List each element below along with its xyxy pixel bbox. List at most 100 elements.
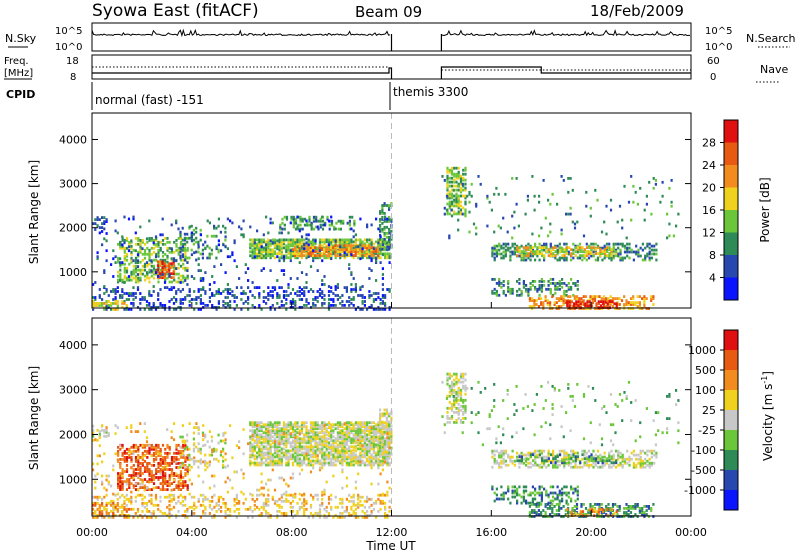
power-cell: [516, 246, 519, 249]
power-cell: [540, 226, 543, 230]
power-cell: [170, 248, 174, 252]
velocity-cell: [190, 495, 193, 499]
power-cell: [457, 204, 460, 208]
power-cell: [130, 294, 133, 297]
power-cell: [306, 223, 309, 227]
velocity-cell: [166, 454, 169, 457]
power-cell: [282, 240, 286, 244]
power-cell: [652, 297, 655, 300]
power-cell: [312, 238, 315, 242]
velocity-cell: [256, 463, 259, 467]
velocity-cell: [357, 423, 360, 427]
power-cell: [343, 244, 346, 248]
velocity-cell: [170, 482, 174, 485]
velocity-cell: [343, 443, 346, 447]
power-cell: [179, 264, 183, 268]
velocity-cell: [182, 480, 185, 483]
velocity-cell: [370, 453, 373, 457]
power-cell: [531, 254, 534, 258]
power-cell: [493, 256, 496, 260]
power-cell: [305, 254, 308, 258]
power-cell: [459, 210, 463, 214]
power-cell: [121, 302, 124, 305]
power-cell: [627, 303, 630, 306]
velocity-cell: [361, 453, 364, 457]
velocity-cell: [343, 451, 346, 455]
power-cell: [572, 242, 575, 246]
power-cell: [305, 219, 308, 223]
velocity-cell: [357, 447, 360, 451]
velocity-cell: [112, 510, 115, 513]
power-cell: [211, 275, 214, 278]
velocity-cell: [341, 459, 344, 463]
power-cell: [361, 250, 364, 253]
power-cell: [175, 248, 178, 252]
power-cell: [197, 308, 200, 311]
velocity-cell: [359, 431, 362, 435]
velocity-cell: [341, 449, 344, 453]
velocity-cell: [296, 437, 299, 441]
velocity-cell: [280, 455, 283, 459]
velocity-cell: [249, 429, 252, 433]
power-cell: [244, 271, 247, 274]
power-cell: [220, 292, 223, 295]
power-cell: [119, 264, 122, 268]
power-cell: [163, 281, 167, 284]
power-cell: [379, 233, 382, 237]
velocity-cell: [217, 495, 220, 499]
power-cell: [208, 246, 211, 250]
power-cell: [269, 308, 272, 311]
power-cell: [574, 282, 577, 285]
power-cell: [381, 273, 384, 276]
power-cell: [323, 256, 326, 260]
velocity-cell: [305, 433, 308, 437]
power-cell: [260, 250, 263, 254]
power-cell: [269, 217, 272, 221]
power-cell: [150, 269, 153, 272]
velocity-cell: [354, 423, 357, 427]
power-cell: [161, 276, 164, 279]
power-cell: [341, 246, 344, 250]
velocity-cell: [359, 433, 362, 437]
power-cell: [298, 244, 301, 248]
power-cell: [386, 245, 389, 249]
velocity-cell: [253, 461, 256, 465]
power-cell: [152, 272, 156, 276]
power-cell: [166, 272, 169, 276]
power-cell: [318, 254, 321, 257]
power-cell: [170, 258, 174, 262]
velocity-cell: [370, 439, 373, 443]
velocity-cell: [336, 459, 339, 463]
velocity-cell: [224, 431, 227, 435]
velocity-cell: [357, 455, 360, 459]
power-cell: [127, 249, 131, 253]
power-cell: [350, 250, 353, 253]
freq-line-2: [440, 66, 691, 79]
power-cell: [541, 248, 544, 251]
power-cell: [260, 269, 263, 272]
power-cell: [523, 254, 526, 257]
velocity-cell: [363, 441, 366, 445]
power-cell: [256, 248, 259, 252]
power-cell: [105, 300, 108, 303]
velocity-cell: [175, 484, 178, 487]
velocity-cell: [314, 453, 317, 457]
velocity-cell: [119, 476, 122, 479]
power-cell: [121, 294, 124, 297]
power-cell: [383, 231, 386, 235]
velocity-cell: [173, 456, 176, 459]
velocity-cell: [256, 455, 259, 459]
power-colorbar-label: 8: [709, 249, 716, 262]
power-cell: [303, 292, 306, 295]
velocity-cell: [377, 431, 380, 435]
power-cell: [499, 226, 502, 230]
velocity-cell: [168, 510, 171, 513]
power-cell: [215, 308, 218, 311]
power-cell: [172, 276, 175, 279]
power-cell: [670, 204, 673, 208]
velocity-cell: [287, 437, 290, 441]
power-cell: [330, 238, 333, 242]
power-cell: [554, 250, 557, 253]
power-cell: [502, 242, 505, 246]
